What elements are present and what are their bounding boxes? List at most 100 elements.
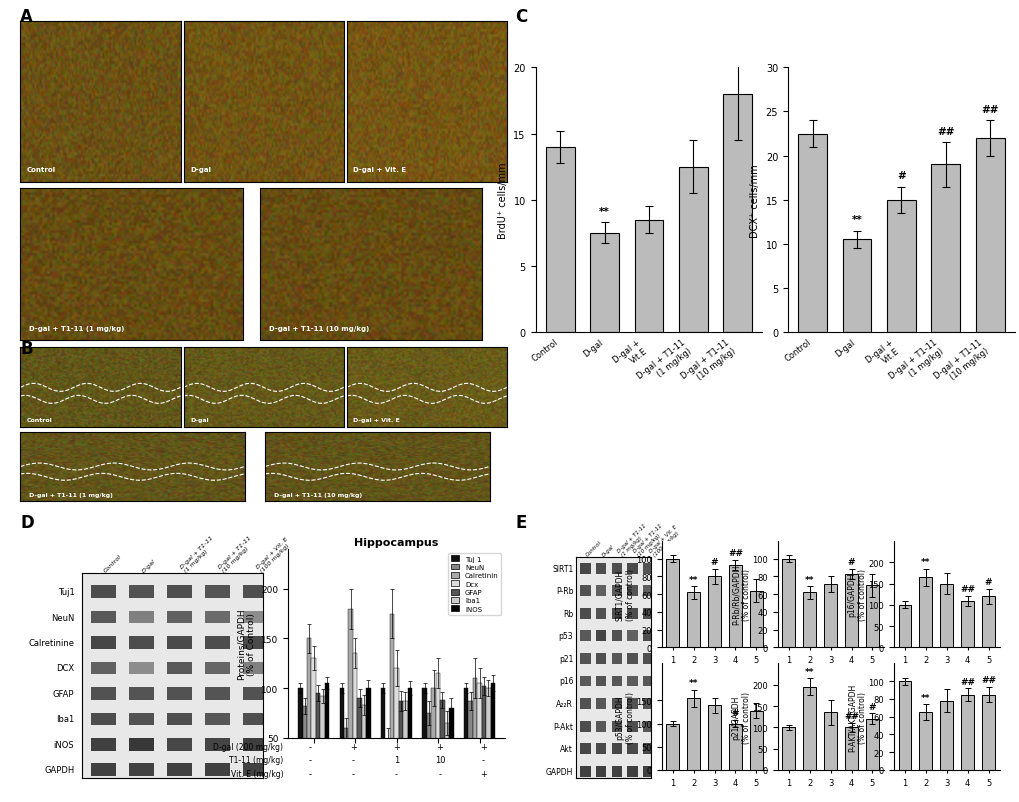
Text: -: -	[308, 755, 311, 764]
Bar	[845, 574, 857, 648]
Bar	[627, 699, 637, 709]
Bar	[634, 221, 662, 333]
Bar	[91, 764, 116, 776]
Bar	[381, 688, 385, 788]
Bar	[627, 608, 637, 619]
Text: ##: ##	[843, 711, 858, 720]
Bar	[128, 764, 154, 776]
Bar	[643, 608, 653, 619]
Bar	[842, 241, 870, 333]
Text: +: +	[392, 742, 399, 751]
Bar	[803, 687, 815, 770]
Bar	[166, 662, 192, 674]
Bar	[91, 636, 116, 649]
Text: **: **	[804, 575, 813, 584]
Bar	[595, 699, 605, 709]
Bar	[898, 605, 910, 648]
Bar	[627, 721, 637, 731]
Bar	[427, 713, 431, 788]
Bar	[898, 682, 910, 770]
Bar	[611, 766, 622, 777]
Bar	[749, 591, 762, 648]
Bar	[627, 563, 637, 574]
Bar	[91, 611, 116, 624]
Text: p21: p21	[558, 654, 573, 663]
Bar	[707, 577, 720, 648]
Text: D-gal + T1-11
(1 mg/kg): D-gal + T1-11 (1 mg/kg)	[179, 535, 218, 573]
Text: p16: p16	[558, 677, 573, 686]
Bar	[595, 585, 605, 597]
Bar	[611, 585, 622, 597]
Bar	[205, 611, 230, 624]
Text: D-gal + T1-11
(1 mg/kg): D-gal + T1-11 (1 mg/kg)	[616, 522, 651, 557]
Y-axis label: p21/GAPDH
(% of control): p21/GAPDH (% of control)	[731, 691, 750, 743]
Bar	[348, 609, 353, 788]
Bar	[611, 743, 622, 754]
Text: Calretinine: Calretinine	[29, 638, 74, 647]
Text: p53: p53	[558, 631, 573, 641]
Bar	[803, 593, 815, 648]
Bar	[298, 688, 303, 788]
Text: #: #	[731, 708, 739, 717]
Bar	[243, 738, 268, 751]
Bar	[353, 654, 357, 788]
Bar	[865, 585, 877, 648]
Y-axis label: P-Rb/Rb/GAPDH
(% of control): P-Rb/Rb/GAPDH (% of control)	[731, 565, 750, 625]
Bar	[665, 559, 679, 648]
Bar	[205, 636, 230, 649]
Bar	[595, 743, 605, 754]
Bar	[205, 585, 230, 598]
Text: GAPDH: GAPDH	[545, 767, 573, 776]
Text: D-gal + Vit. E: D-gal + Vit. E	[353, 418, 399, 423]
Text: D-gal: D-gal	[600, 544, 614, 557]
Bar	[243, 662, 268, 674]
Bar	[205, 764, 230, 776]
Text: #: #	[868, 702, 875, 711]
Bar	[580, 743, 590, 754]
Text: #: #	[847, 557, 855, 566]
Bar	[643, 630, 653, 642]
Text: **: **	[688, 575, 698, 584]
Text: 10: 10	[434, 755, 444, 764]
Bar	[362, 705, 366, 788]
Text: Iba1: Iba1	[56, 715, 74, 723]
Text: **: **	[804, 667, 813, 676]
Text: +: +	[479, 769, 486, 778]
Text: GFAP: GFAP	[53, 689, 74, 698]
Bar	[166, 611, 192, 624]
Bar	[243, 764, 268, 776]
Bar	[643, 675, 653, 687]
Bar	[595, 766, 605, 777]
Bar	[643, 653, 653, 664]
Bar	[398, 701, 403, 788]
Bar	[128, 585, 154, 598]
Text: ##: ##	[959, 584, 974, 593]
Bar	[440, 700, 444, 788]
Text: **: **	[920, 693, 929, 702]
Text: D-gal + T1-11
(10 mg/kg): D-gal + T1-11 (10 mg/kg)	[217, 535, 256, 573]
Bar	[243, 713, 268, 725]
Bar	[243, 687, 268, 700]
Bar	[339, 688, 343, 788]
Text: ##: ##	[728, 549, 742, 557]
Text: ##: ##	[980, 675, 995, 684]
Bar	[166, 764, 192, 776]
Text: Control: Control	[585, 540, 602, 557]
Bar	[981, 597, 994, 648]
Text: ##: ##	[936, 127, 954, 136]
Bar	[303, 706, 307, 788]
Bar	[643, 766, 653, 777]
Bar	[128, 738, 154, 751]
Y-axis label: p53/GAPDH
(% of control): p53/GAPDH (% of control)	[614, 691, 634, 743]
Bar	[595, 675, 605, 687]
Bar	[627, 766, 637, 777]
Bar	[845, 727, 857, 770]
Bar	[729, 565, 741, 648]
Bar	[580, 563, 590, 574]
Bar	[580, 653, 590, 664]
Bar	[435, 674, 440, 788]
Text: E: E	[515, 513, 526, 531]
Bar	[422, 688, 427, 788]
Text: **: **	[598, 206, 609, 217]
Bar	[595, 608, 605, 619]
